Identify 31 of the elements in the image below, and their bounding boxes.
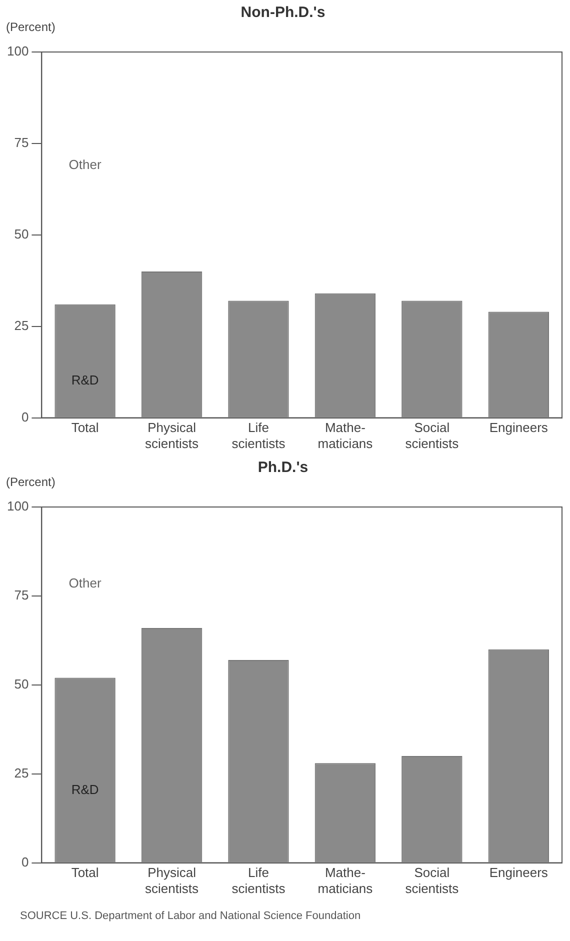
x-tick-label: Total — [71, 865, 99, 880]
x-tick-label: Total — [71, 420, 99, 436]
y-tick-label: 75 — [14, 588, 29, 603]
y-tick-label: 0 — [21, 854, 29, 870]
x-tick-label: Mathe- maticians — [318, 865, 374, 896]
x-tick-label: Physical scientists — [145, 865, 199, 896]
annotation: R&D — [71, 782, 99, 797]
annotation: Other — [68, 157, 102, 172]
source-note: SOURCE U.S. Department of Labor and National Science Foundation — [19, 910, 362, 922]
annotation: Other — [68, 575, 102, 590]
y-tick-label: 50 — [14, 676, 29, 692]
y-tick-label: 25 — [14, 318, 29, 333]
x-tick-label: Life scientists — [232, 420, 286, 451]
y-axis-title: (Percent) — [6, 20, 56, 34]
y-tick-label: 25 — [14, 765, 29, 780]
y-tick-label: 50 — [14, 226, 29, 242]
x-tick-label: Engineers — [489, 865, 548, 880]
y-tick-label: 75 — [14, 135, 29, 150]
y-tick-label: 100 — [6, 498, 29, 514]
chart-title: Ph.D.'s — [258, 459, 308, 476]
y-axis-title: (Percent) — [6, 475, 56, 489]
x-tick-label: Engineers — [489, 420, 548, 436]
annotation: R&D — [71, 372, 99, 388]
y-tick-label: 100 — [6, 44, 29, 59]
x-tick-label: Life scientists — [232, 865, 286, 896]
chart-title: Non-Ph.D.'s — [240, 4, 326, 22]
x-tick-label: Social scientists — [405, 420, 460, 451]
x-tick-label: Mathe- maticians — [318, 420, 374, 451]
x-tick-label: Social scientists — [405, 865, 460, 896]
y-tick-label: 0 — [21, 409, 29, 424]
x-tick-label: Physical scientists — [145, 420, 199, 451]
